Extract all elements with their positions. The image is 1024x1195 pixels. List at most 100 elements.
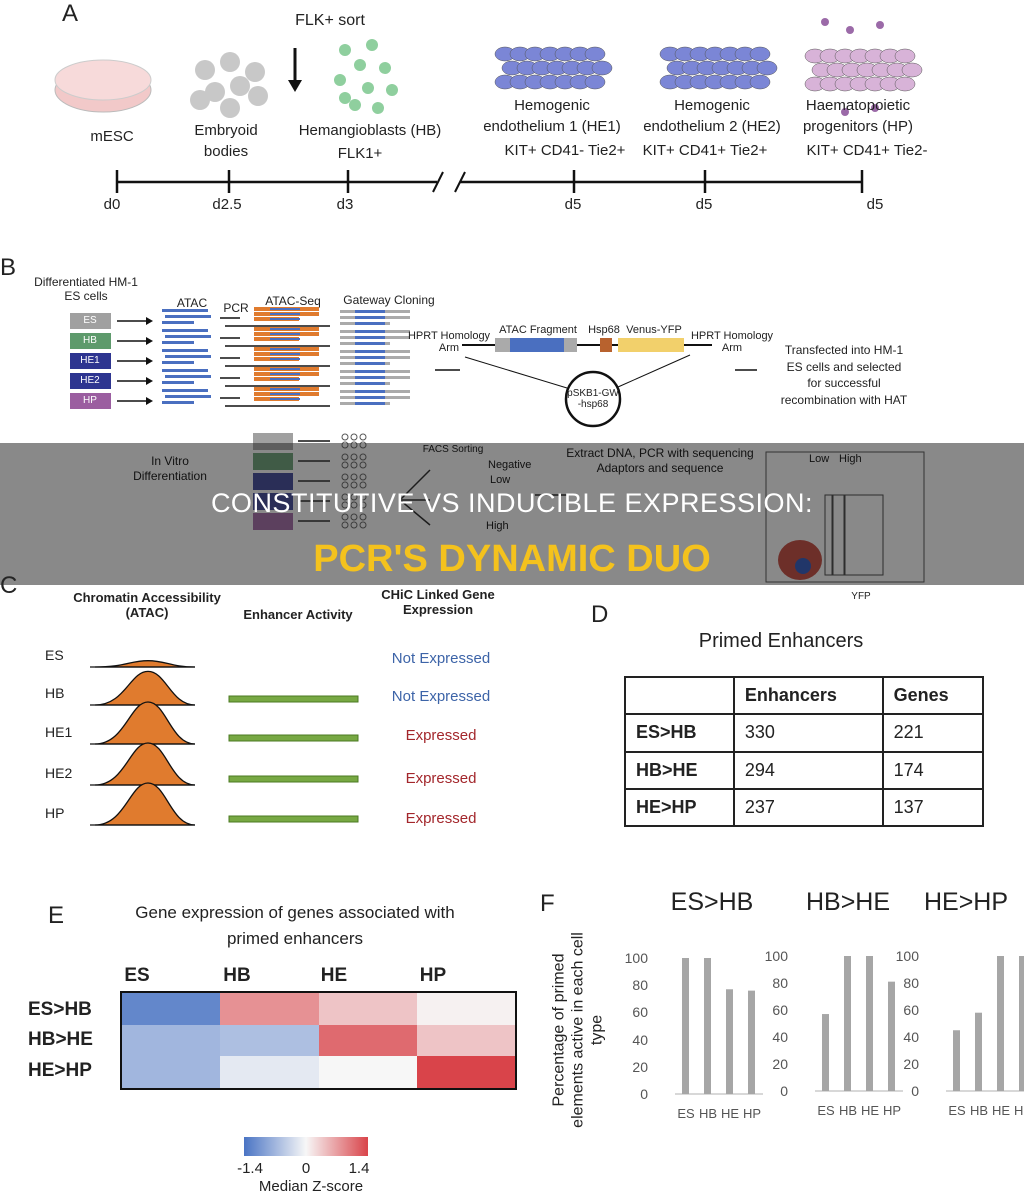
atac-read [165, 375, 211, 378]
cell-type-box [70, 373, 111, 389]
x-tick-label: HP [1013, 1103, 1024, 1118]
gateway-core [355, 330, 385, 333]
bar-he [726, 989, 733, 1094]
bar-hp [888, 981, 895, 1091]
row-cell-label: ES [45, 647, 64, 663]
genes-cell: 137 [881, 787, 985, 828]
expression-status: Expressed [405, 727, 477, 744]
atac-seq-label: ATAC-Seq [265, 294, 321, 308]
y-tick-label: 20 [772, 1056, 788, 1072]
atac-seq-core [270, 368, 300, 370]
x-tick-label: HE [860, 1103, 880, 1118]
gateway-core [355, 310, 385, 313]
hsp68-label: Hsp68 [588, 324, 620, 336]
table-row: ES>HB 330 221 [624, 713, 985, 753]
row-cell-label: HE2 [45, 765, 73, 781]
hemangioblast-icon [334, 74, 346, 86]
y-tick-label: 60 [632, 1004, 648, 1021]
stage-day: d0 [103, 196, 121, 213]
cell-type-box [70, 333, 111, 349]
heatmap-cell [318, 1024, 417, 1057]
header-cell: Genes [881, 675, 985, 716]
gateway-core [355, 396, 385, 399]
arrowhead [146, 397, 153, 405]
x-tick-label: HB [838, 1103, 858, 1118]
yfp-axis-label: YFP [851, 591, 871, 602]
heatmap-cell [122, 993, 221, 1025]
panel-f-label: F [540, 890, 555, 917]
atac-seq-core [270, 358, 300, 360]
panel-e-label: E [48, 902, 65, 929]
primed-enhancers-table: Enhancers Genes ES>HB 330 221 HB>HE 294 174 H… [624, 675, 985, 828]
embryoid-body-icon [220, 98, 240, 118]
heatmap-cell [122, 1024, 221, 1057]
atac-read [162, 369, 208, 372]
atac-read [162, 401, 194, 404]
x-tick-label: HB [698, 1106, 718, 1121]
hp-granule-icon [841, 108, 849, 116]
x-tick-label: HP [742, 1106, 762, 1121]
stage-day: d3 [336, 196, 354, 213]
y-tick-label: 80 [772, 975, 788, 991]
venus-yfp-label: Venus-YFP [626, 324, 682, 336]
gateway-core [355, 316, 385, 319]
hemangioblast-icon [354, 59, 366, 71]
stage-name: mESC [90, 128, 134, 145]
heatmap [120, 991, 517, 1090]
stage-day: d5 [866, 196, 884, 213]
cell-cluster-icon [756, 60, 778, 76]
extract-dna-label: Extract DNA, PCR with sequencing Adaptor… [566, 446, 754, 475]
table-header-row: Enhancers Genes [624, 675, 985, 716]
bar-chart-ylabel: Percentage of primed elements active in … [550, 932, 606, 1128]
colorbar-min: -1.4 [237, 1160, 263, 1177]
enhancers-cell: 330 [732, 713, 884, 753]
y-tick-label: 40 [903, 1029, 919, 1045]
arrowhead [146, 337, 153, 345]
y-tick-label: 100 [895, 948, 919, 964]
x-tick-label: HE [991, 1103, 1011, 1118]
arrowhead [146, 317, 153, 325]
embryoid-body-icon [220, 52, 240, 72]
atac-fragment-label: ATAC Fragment [499, 324, 577, 336]
colorbar-max: 1.4 [348, 1160, 370, 1177]
heatmap-row-label: HB>HE [28, 1029, 93, 1050]
bar-chart-title: HB>HE [805, 888, 891, 916]
cell-cluster-icon [584, 46, 606, 62]
cell-type-label: HE1 [80, 355, 100, 366]
heatmap-cell [416, 993, 515, 1025]
atac-seq-core [270, 313, 300, 315]
y-tick-label: 100 [624, 950, 648, 966]
atac-seq-core [270, 333, 300, 335]
pcr-label: PCR [223, 301, 249, 315]
heatmap-cell [122, 1056, 221, 1088]
genes-cell: 174 [881, 750, 985, 790]
row-label: HB>HE [624, 750, 735, 790]
high-label: High [486, 520, 509, 532]
enhancer-bar [228, 775, 359, 783]
heatmap-cell [318, 993, 417, 1025]
atac-read [165, 395, 211, 398]
cell-icon [341, 433, 349, 441]
heatmap-column-label: HP [419, 965, 447, 986]
atac-seq-core [270, 378, 300, 380]
cell-cluster-icon [894, 48, 916, 64]
bar-he [997, 956, 1004, 1091]
row-cell-label: HB [45, 685, 65, 701]
header-cell: Enhancers [732, 675, 884, 716]
atac-read [162, 321, 194, 324]
petri-dish-lid [54, 59, 152, 101]
flk-sort-label: FLK+ sort [295, 12, 365, 29]
x-tick-label: HE [720, 1106, 740, 1121]
enhancers-cell: 237 [732, 787, 884, 828]
bar-chart-title: HE>HP [923, 888, 1009, 916]
embryoid-body-icon [205, 82, 225, 102]
hp-granule-icon [846, 26, 854, 34]
facs-high-label: High [839, 453, 862, 465]
table-row: HB>HE 294 174 [624, 750, 985, 790]
stage-name: Haematopoietic progenitors (HP) [802, 97, 914, 135]
gateway-core [355, 356, 385, 359]
heatmap-column-label: HE [320, 965, 348, 986]
gateway-core [355, 336, 385, 339]
hemangioblast-icon [379, 62, 391, 74]
hemangioblast-icon [339, 44, 351, 56]
